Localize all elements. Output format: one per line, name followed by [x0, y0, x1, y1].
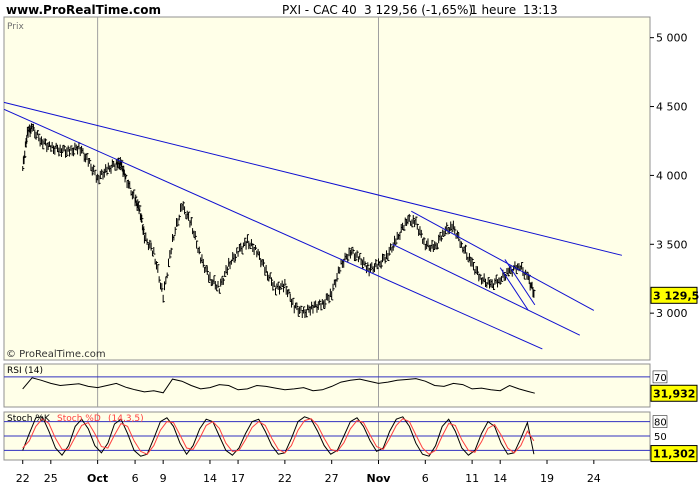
x-tick-label: 24 — [587, 472, 601, 485]
last-quote: 3 129,56 (-1,65%) — [364, 3, 474, 17]
stoch-level-label: 80 — [654, 418, 667, 429]
x-tick-label: 6 — [132, 472, 139, 485]
price-series — [22, 123, 536, 319]
trendline — [411, 210, 595, 311]
clock-time: 13:13 — [523, 3, 558, 17]
timeframe-label[interactable]: 1 heure — [470, 3, 517, 17]
stoch-badge-value: 11,302 — [653, 448, 695, 461]
watermark: © ProRealTime.com — [6, 349, 106, 360]
x-tick-label: 11 — [465, 472, 479, 485]
panel-labels: Prix © ProRealTime.com RSI (14) Stoch %K… — [6, 22, 144, 424]
x-tick-label: Nov — [367, 472, 392, 485]
y-tick-label: 4 000 — [656, 169, 688, 182]
axes: 22 25 Oct 6 9 14 17 22 27 Nov 6 11 14 19 24 3 000 3 500 4… — [16, 32, 688, 485]
trendline — [3, 101, 623, 256]
x-tick-label: 22 — [16, 472, 30, 485]
x-tick-label: 14 — [493, 472, 507, 485]
price-badge — [650, 286, 698, 304]
value-badges: 3 129,56 31,932 11,302 — [650, 286, 700, 463]
x-tick-label: 27 — [325, 472, 339, 485]
stoch-d-label: Stoch %D — [57, 414, 101, 424]
stoch-d-line — [22, 418, 535, 455]
stoch-badge — [650, 445, 698, 463]
site-name[interactable]: www.ProRealTime.com — [6, 3, 161, 17]
x-tick-label: 6 — [422, 472, 429, 485]
rsi-series: 70 — [4, 370, 668, 394]
y-tick-label: 3 000 — [656, 307, 688, 320]
rsi-badge-value: 31,932 — [653, 387, 695, 400]
price-panel-label: Prix — [7, 22, 24, 32]
trendline — [392, 243, 581, 336]
stoch-params-label: (14,3,5) — [108, 414, 144, 424]
rsi-line — [22, 377, 535, 394]
rsi-level-box — [652, 370, 668, 384]
trendline — [3, 108, 543, 350]
x-tick-label: 17 — [231, 472, 245, 485]
trendlines[interactable] — [3, 101, 623, 350]
x-tick-label: 14 — [203, 472, 217, 485]
rsi-badge — [650, 384, 698, 402]
y-tick-label: 3 500 — [656, 238, 688, 251]
trendline — [499, 267, 529, 311]
x-tick-label: 9 — [160, 472, 167, 485]
stoch-level-box — [652, 415, 668, 428]
rsi-panel-label: RSI (14) — [7, 366, 43, 376]
price-badge-value: 3 129,56 — [653, 289, 700, 302]
stoch-k-line — [22, 416, 535, 457]
y-tick-label: 5 000 — [656, 32, 688, 45]
stoch-k-label: Stoch %K — [7, 414, 51, 424]
rsi-panel — [3, 363, 651, 408]
trendline — [504, 259, 536, 306]
x-tick-label: 25 — [44, 472, 58, 485]
x-tick-label: 22 — [278, 472, 292, 485]
x-tick-label: 19 — [540, 472, 554, 485]
x-tick-label: Oct — [87, 472, 108, 485]
price-panel — [3, 16, 651, 361]
rsi-level-label: 70 — [654, 373, 667, 384]
y-tick-label: 4 500 — [656, 101, 688, 114]
instrument-title: PXI - CAC 40 — [282, 3, 357, 17]
stoch-level-label: 50 — [654, 432, 667, 443]
